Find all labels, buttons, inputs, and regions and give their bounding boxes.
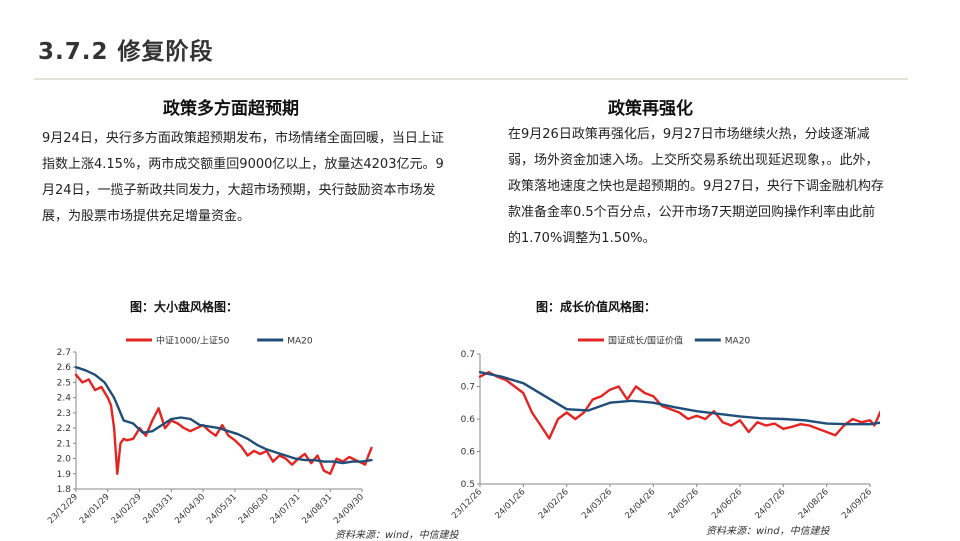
chart1-figure-title: 图：大小盘风格图：: [130, 300, 239, 314]
chart1-source: 资料来源：wind，中信建投: [335, 530, 459, 541]
chart2-x-tick-label: 24/01/26: [493, 487, 527, 521]
right-paragraph: 在9月26日政策再强化后，9月27日市场继续火热，分歧逐渐减弱，场外资金加速入场…: [508, 127, 884, 246]
chart1-x-tick-label: 24/02/29: [110, 492, 144, 526]
chart1-legend-label-1: MA20: [287, 337, 313, 347]
chart1-y-tick-label: 2.0: [57, 455, 72, 465]
chart1-y-tick-label: 1.8: [57, 485, 72, 495]
chart2-x-tick-label: 24/09/26: [840, 487, 874, 521]
chart1-y-tick-label: 2.4: [57, 394, 72, 404]
chart1-y-tick-label: 2.1: [57, 439, 71, 449]
chart2-y-tick-label: 0.6: [461, 448, 476, 458]
chart1-y-tick-label: 2.6: [57, 363, 72, 373]
chart1-y-tick-label: 2.3: [57, 409, 71, 419]
chart1-x-tick-label: 23/12/29: [46, 492, 80, 526]
chart2-x-tick-label: 24/05/26: [667, 487, 701, 521]
chart1-x-tick-label: 24/06/30: [237, 492, 271, 526]
chart2-x-tick-label: 24/02/26: [537, 487, 571, 521]
chart2-legend-label-1: MA20: [725, 337, 751, 347]
chart2-x-tick-label: 23/12/26: [450, 487, 484, 521]
chart2-x-tick-label: 24/06/26: [710, 487, 744, 521]
chart1-legend-label-0: 中证1000/上证50: [156, 335, 230, 347]
chart2-x-tick-label: 24/07/26: [753, 487, 787, 521]
chart1-x-tick-label: 24/09/30: [332, 492, 366, 526]
chart1-x-tick-label: 24/05/31: [205, 492, 239, 526]
chart1-x-tick-label: 24/08/31: [300, 492, 334, 526]
chart2-series-line-0: [478, 371, 880, 440]
chart2-figure-title: 图：成长价值风格图：: [536, 300, 657, 314]
chart1-x-tick-label: 24/01/29: [78, 492, 112, 526]
chart2-y-tick-label: 0.5: [461, 480, 475, 490]
chart2-series-line-1: [478, 371, 880, 426]
chart2-y-tick-label: 0.7: [461, 350, 475, 360]
chart2-legend-label-0: 国证成长/国证价值: [608, 335, 683, 347]
chart2-y-tick-label: 0.7: [461, 383, 475, 393]
chart2-x-tick-label: 24/03/26: [580, 487, 614, 521]
title-divider: [34, 78, 908, 80]
chart1-y-tick-label: 1.9: [57, 470, 72, 480]
left-paragraph: 9月24日，央行多方面政策超预期发布，市场情绪全面回暖，当日上证指数上涨4.15…: [42, 131, 444, 224]
chart2-source: 资料来源：wind，中信建投: [706, 526, 830, 537]
chart2-growth-value: 0.5 0.6 0.6 0.7 0.7 23/12/26 24/01/26 24/02/26 2…: [450, 335, 880, 521]
chart1-series-line-0: [74, 373, 373, 476]
left-heading: 政策多方面超预期: [163, 99, 299, 119]
page-title: 3.7.2 修复阶段: [38, 39, 214, 65]
chart2-x-tick-label: 24/04/26: [623, 487, 657, 521]
chart1-y-tick-label: 2.5: [57, 378, 71, 388]
chart1-x-tick-label: 24/07/31: [268, 492, 302, 526]
chart1-x-tick-label: 24/04/30: [173, 492, 207, 526]
chart1-y-tick-label: 2.7: [57, 348, 71, 358]
chart2-x-tick-label: 24/08/26: [797, 487, 831, 521]
chart1-series-line-1: [74, 366, 373, 465]
right-heading: 政策再强化: [608, 99, 693, 119]
chart1-y-tick-label: 2.2: [57, 424, 71, 434]
chart1-x-tick-label: 24/03/31: [141, 492, 175, 526]
chart1-size-style: 1.81.92.02.12.22.32.42.52.62.723/12/2924…: [46, 335, 373, 526]
chart2-y-tick-label: 0.6: [461, 415, 476, 425]
